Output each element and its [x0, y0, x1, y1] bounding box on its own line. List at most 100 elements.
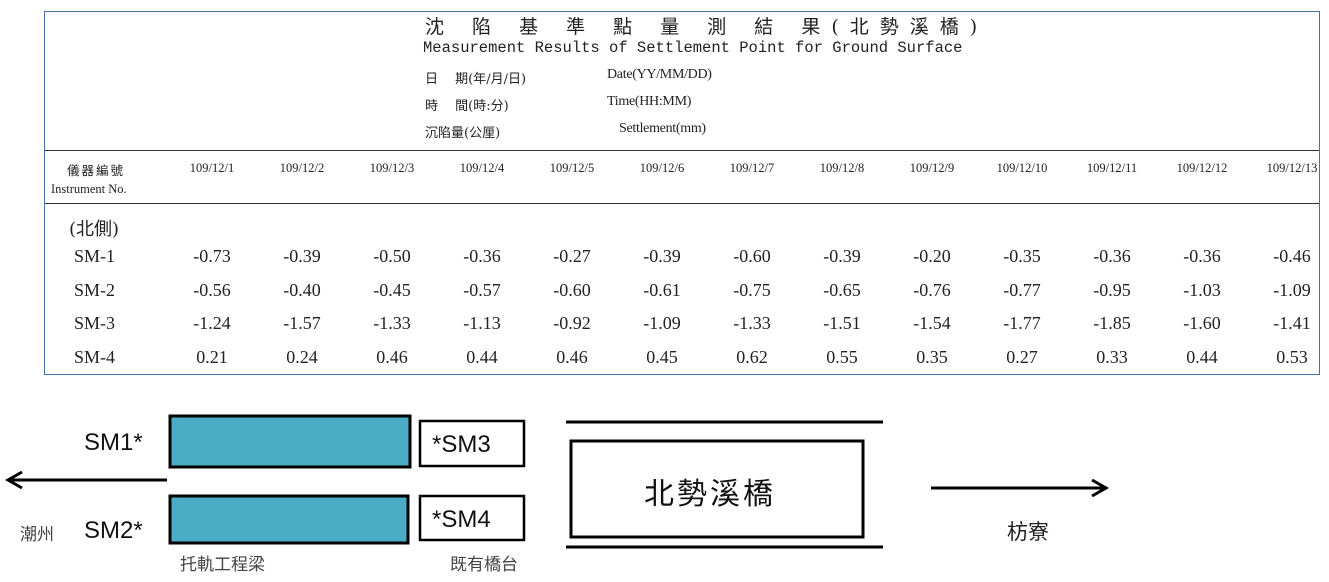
settlement-label-en: Settlement(mm) [619, 121, 706, 136]
table-cell: -0.76 [913, 280, 951, 300]
table-cell: -0.36 [463, 246, 501, 266]
abutment-label: 既有橋台 [450, 555, 518, 575]
beam-upper [168, 414, 412, 469]
table-cell: -0.39 [283, 246, 321, 266]
header-divider-top [45, 150, 1319, 151]
left-arrow-head [4, 470, 23, 490]
table-cell: -1.77 [1003, 313, 1041, 333]
header-divider-bottom [45, 203, 1319, 204]
table-cell: -1.09 [643, 313, 681, 333]
table-cell: -0.36 [1183, 246, 1221, 266]
date-header-cell: 109/12/2 [279, 161, 325, 175]
table-cell: 0.44 [1186, 347, 1218, 367]
date-header-cell: 109/12/8 [819, 161, 865, 175]
sm4-box [418, 494, 526, 542]
sm3-label: *SM3 [432, 431, 491, 458]
table-cell: 0.35 [916, 347, 948, 367]
row-label: SM-1 [74, 246, 116, 266]
table-cell: -1.33 [733, 313, 771, 333]
table-cell: -0.57 [463, 280, 501, 300]
title-english: Measurement Results of Settlement Point … [423, 39, 963, 57]
table-cell: -0.73 [193, 246, 231, 266]
table-cell: -0.75 [733, 280, 771, 300]
table-cell: 0.33 [1096, 347, 1128, 367]
date-header-cell: 109/12/10 [996, 161, 1048, 175]
table-cell: -1.54 [913, 313, 951, 333]
date-label-en: Date(YY/MM/DD) [607, 67, 712, 82]
instrument-label-zh: 儀器編號 [67, 163, 126, 178]
table-cell: -1.09 [1273, 280, 1311, 300]
table-cell: -1.85 [1093, 313, 1131, 333]
row-label: SM-3 [74, 313, 116, 333]
table-cell: -1.13 [463, 313, 501, 333]
sm4-label: *SM4 [432, 506, 491, 533]
table-cell: 0.45 [646, 347, 678, 367]
date-header-cell: 109/12/1 [189, 161, 235, 175]
date-header-cell: 109/12/11 [1086, 161, 1138, 175]
beam-label: 托軌工程梁 [180, 555, 265, 575]
date-header-cell: 109/12/5 [549, 161, 595, 175]
bridge-box [569, 439, 865, 539]
table-cell: 0.46 [556, 347, 588, 367]
table-cell: -0.40 [283, 280, 321, 300]
time-label-zh: 時 間(時:分) [425, 99, 509, 114]
row-label: SM-4 [74, 347, 116, 367]
table-cell: 0.27 [1006, 347, 1038, 367]
row-label: SM-2 [74, 280, 116, 300]
table-cell: -0.60 [553, 280, 591, 300]
table-cell: -0.45 [373, 280, 411, 300]
table-cell: -0.46 [1273, 246, 1311, 266]
instrument-label-en: Instrument No. [51, 182, 127, 196]
table-cell: -1.41 [1273, 313, 1311, 333]
settlement-label-zh: 沉陷量(公厘) [425, 126, 501, 141]
time-label-en: Time(HH:MM) [607, 94, 692, 109]
table-cell: -1.03 [1183, 280, 1221, 300]
table-cell: -0.56 [193, 280, 231, 300]
date-label-zh: 日 期(年/月/日) [425, 72, 527, 87]
table-cell: -1.24 [193, 313, 231, 333]
date-header-cell: 109/12/9 [909, 161, 955, 175]
table-cell: 0.21 [196, 347, 228, 367]
date-header-cell: 109/12/12 [1176, 161, 1228, 175]
date-header-cell: 109/12/7 [729, 161, 775, 175]
sm3-box [418, 419, 526, 468]
title-chinese: 沈 陷 基 準 點 量 測 結 果(北勢溪橋) [425, 16, 989, 38]
table-cell: -0.50 [373, 246, 411, 266]
settlement-table-panel: 沈 陷 基 準 點 量 測 結 果(北勢溪橋) Measurement Resu… [44, 11, 1320, 375]
table-cell: 0.24 [286, 347, 318, 367]
sm2-label: SM2* [84, 517, 143, 544]
table-cell: -1.60 [1183, 313, 1221, 333]
date-header-cell: 109/12/4 [459, 161, 505, 175]
table-cell: -1.57 [283, 313, 321, 333]
table-cell: -0.92 [553, 313, 591, 333]
table-cell: 0.62 [736, 347, 768, 367]
right-arrow-head [1091, 478, 1110, 498]
date-header-cell: 109/12/13 [1266, 161, 1318, 175]
table-cell: -0.20 [913, 246, 951, 266]
date-header-cell: 109/12/3 [369, 161, 415, 175]
right-place-label: 枋寮 [1007, 520, 1049, 544]
left-place-label: 潮州 [20, 525, 54, 545]
table-cell: -0.36 [1093, 246, 1131, 266]
beam-lower [168, 494, 410, 545]
table-cell: -0.39 [823, 246, 861, 266]
table-cell: -0.39 [643, 246, 681, 266]
table-cell: -1.33 [373, 313, 411, 333]
table-cell: 0.55 [826, 347, 858, 367]
table-cell: 0.44 [466, 347, 498, 367]
table-cell: -0.77 [1003, 280, 1041, 300]
layout-diagram: SM1* SM2* *SM3 *SM4 北勢溪橋 潮州 枋寮 托軌工程梁 既有橋… [0, 376, 1329, 577]
table-cell: -0.60 [733, 246, 771, 266]
sm1-label: SM1* [84, 429, 143, 456]
table-cell: -0.95 [1093, 280, 1131, 300]
bridge-label: 北勢溪橋 [644, 477, 776, 512]
table-cell: 0.46 [376, 347, 408, 367]
table-cell: -1.51 [823, 313, 861, 333]
table-cell: 0.53 [1276, 347, 1308, 367]
table-cell: -0.65 [823, 280, 861, 300]
table-cell: -0.61 [643, 280, 681, 300]
table-cell: -0.27 [553, 246, 591, 266]
table-cell: -0.35 [1003, 246, 1041, 266]
diagram-drawing [4, 414, 1110, 549]
date-header-cell: 109/12/6 [639, 161, 685, 175]
